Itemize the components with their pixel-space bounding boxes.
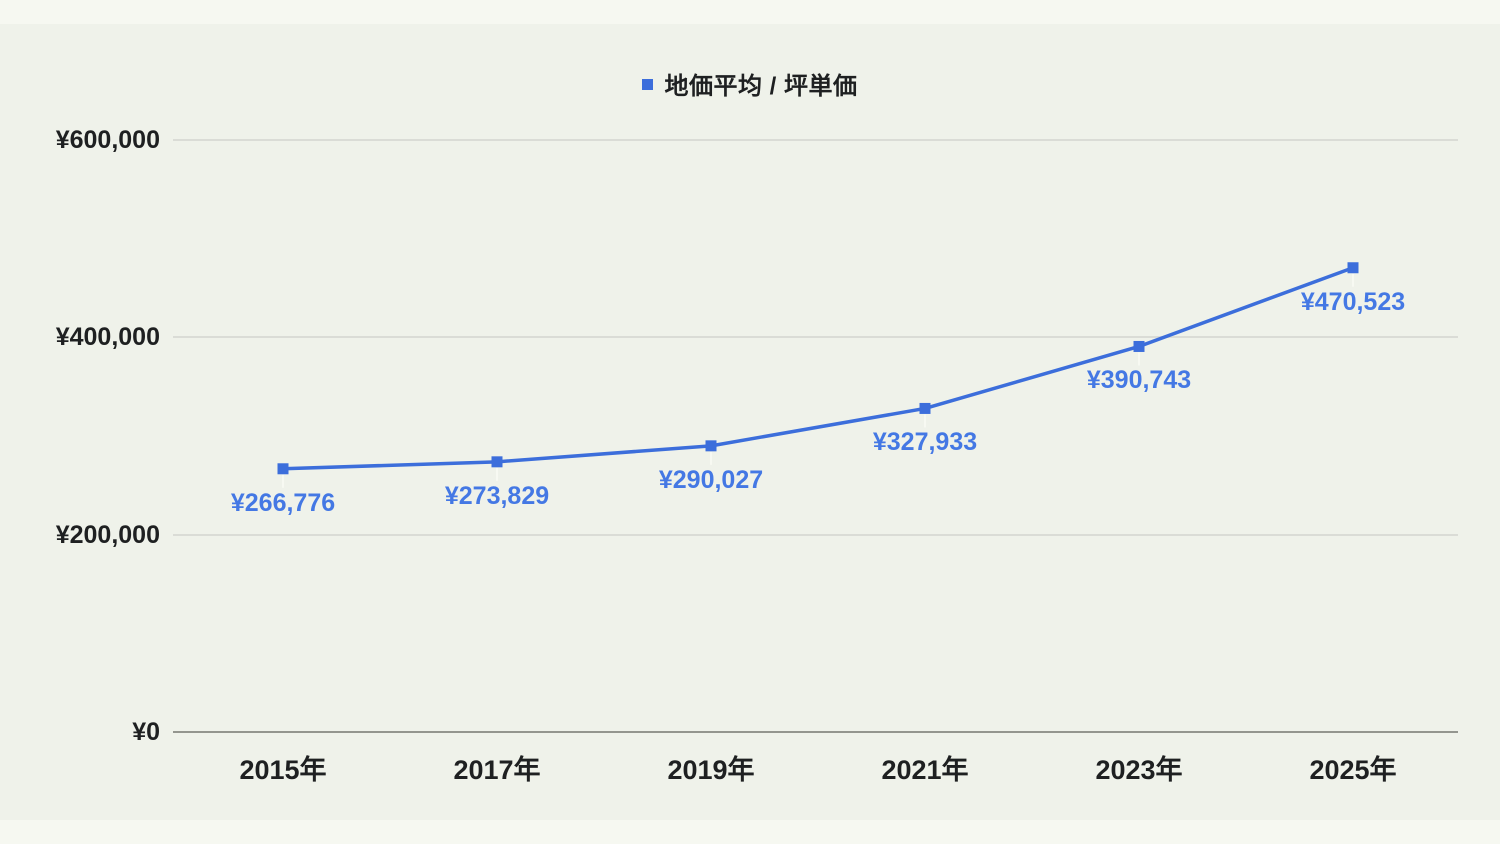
data-point-value-label: ¥290,027 xyxy=(658,465,764,494)
y-axis-tick-label: ¥0 xyxy=(132,718,160,746)
y-axis-tick-label: ¥400,000 xyxy=(55,323,160,352)
data-point-marker xyxy=(491,456,503,468)
data-point-marker xyxy=(1347,262,1359,274)
x-axis-tick-label: 2015年 xyxy=(239,755,327,785)
x-axis-tick-label: 2019年 xyxy=(667,755,755,785)
x-axis-tick-label: 2023年 xyxy=(1095,755,1183,785)
data-point-marker xyxy=(705,440,717,452)
data-point-marker xyxy=(1133,340,1145,352)
y-axis-tick-label: ¥200,000 xyxy=(55,520,160,549)
x-axis-tick-label: 2021年 xyxy=(881,755,969,785)
gridline xyxy=(173,336,1458,339)
chart-panel xyxy=(0,24,1500,820)
data-point-marker xyxy=(919,402,931,414)
data-point-marker xyxy=(277,463,289,475)
data-point-value-label: ¥327,933 xyxy=(872,428,978,457)
data-point-value-label: ¥470,523 xyxy=(1300,287,1406,316)
x-axis-tick-label: 2017年 xyxy=(453,755,541,785)
y-axis-tick-label: ¥600,000 xyxy=(55,126,160,154)
x-axis-baseline xyxy=(173,731,1458,733)
data-point-value-label: ¥273,829 xyxy=(444,481,550,510)
gridline xyxy=(173,139,1458,141)
x-axis-tick-label: 2025年 xyxy=(1309,755,1397,785)
series-line xyxy=(282,266,1354,471)
data-point-value-label: ¥266,776 xyxy=(230,488,336,517)
gridline xyxy=(173,533,1458,536)
data-point-value-label: ¥390,743 xyxy=(1086,366,1192,395)
